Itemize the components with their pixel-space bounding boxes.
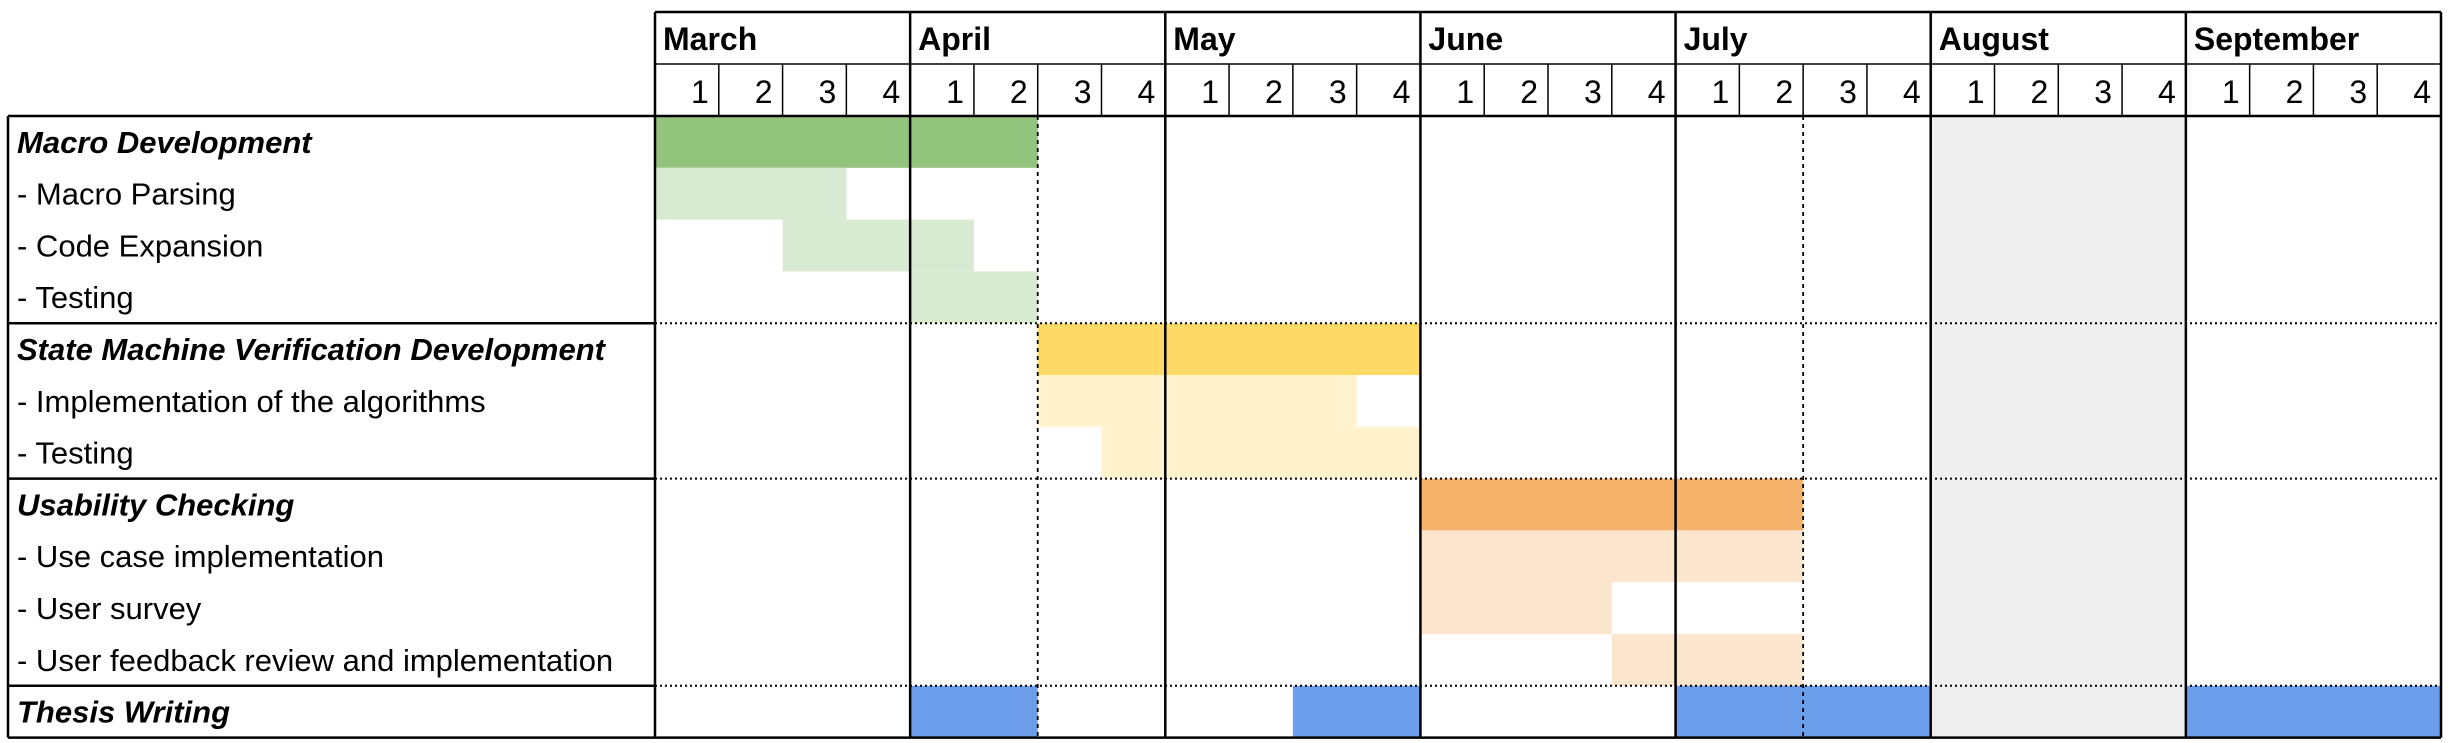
week-label: 1: [691, 74, 709, 110]
task-label: - Code Expansion: [17, 228, 263, 263]
gantt-bar: [655, 167, 847, 220]
week-label: 1: [1456, 74, 1474, 110]
week-label: 2: [2286, 74, 2304, 110]
month-label: June: [1428, 21, 1503, 57]
week-label: 3: [1839, 74, 1857, 110]
week-label: 1: [1712, 74, 1730, 110]
week-label: 1: [1201, 74, 1219, 110]
gantt-bar: [1420, 530, 1804, 583]
gantt-bar: [1292, 685, 1421, 738]
gantt-bar: [910, 271, 1038, 324]
month-label: March: [663, 21, 757, 57]
week-label: 3: [819, 74, 837, 110]
task-label: - Implementation of the algorithms: [17, 384, 486, 419]
week-label: 2: [1775, 74, 1793, 110]
gantt-bar: [1420, 582, 1612, 634]
task-label: - User feedback review and implementatio…: [17, 643, 613, 678]
gantt-bar: [655, 116, 1038, 168]
week-label: 1: [2222, 74, 2240, 110]
week-label: 4: [1903, 74, 1921, 110]
week-label: 4: [882, 74, 900, 110]
gantt-bar: [2185, 685, 2441, 738]
task-group-label: State Machine Verification Development: [17, 332, 607, 367]
month-label: August: [1939, 21, 2050, 57]
task-group-label: Macro Development: [17, 125, 313, 160]
gantt-bar: [782, 219, 974, 272]
week-label: 3: [2094, 74, 2112, 110]
gantt-bar: [1101, 426, 1421, 479]
gantt-bar: [1420, 478, 1804, 531]
gantt-bar: [1611, 634, 1804, 686]
week-label: 2: [755, 74, 773, 110]
task-label: - Testing: [17, 436, 134, 471]
week-label: 2: [2030, 74, 2048, 110]
month-label: May: [1173, 21, 1235, 57]
week-label: 4: [2158, 74, 2176, 110]
month-label: July: [1684, 21, 1748, 57]
task-label: - User survey: [17, 591, 202, 626]
week-label: 3: [2349, 74, 2367, 110]
week-label: 2: [1265, 74, 1283, 110]
week-label: 2: [1010, 74, 1028, 110]
week-label: 3: [1329, 74, 1347, 110]
month-label: April: [918, 21, 991, 57]
task-label: - Use case implementation: [17, 539, 384, 574]
month-label: September: [2194, 21, 2359, 57]
week-label: 4: [1393, 74, 1411, 110]
week-label: 4: [2413, 74, 2431, 110]
gantt-bar: [1037, 375, 1357, 427]
week-label: 4: [1648, 74, 1666, 110]
week-label: 1: [1967, 74, 1985, 110]
week-label: 3: [1584, 74, 1602, 110]
task-label: - Testing: [17, 280, 134, 315]
week-label: 2: [1520, 74, 1538, 110]
task-group-label: Usability Checking: [17, 487, 294, 522]
week-label: 3: [1074, 74, 1092, 110]
gantt-bar: [1037, 323, 1421, 375]
task-group-label: Thesis Writing: [17, 695, 230, 730]
task-label: - Macro Parsing: [17, 177, 236, 212]
highlighted-month-shade: [1930, 116, 2186, 738]
gantt-bar: [910, 685, 1038, 738]
week-label: 4: [1137, 74, 1155, 110]
week-label: 1: [946, 74, 964, 110]
